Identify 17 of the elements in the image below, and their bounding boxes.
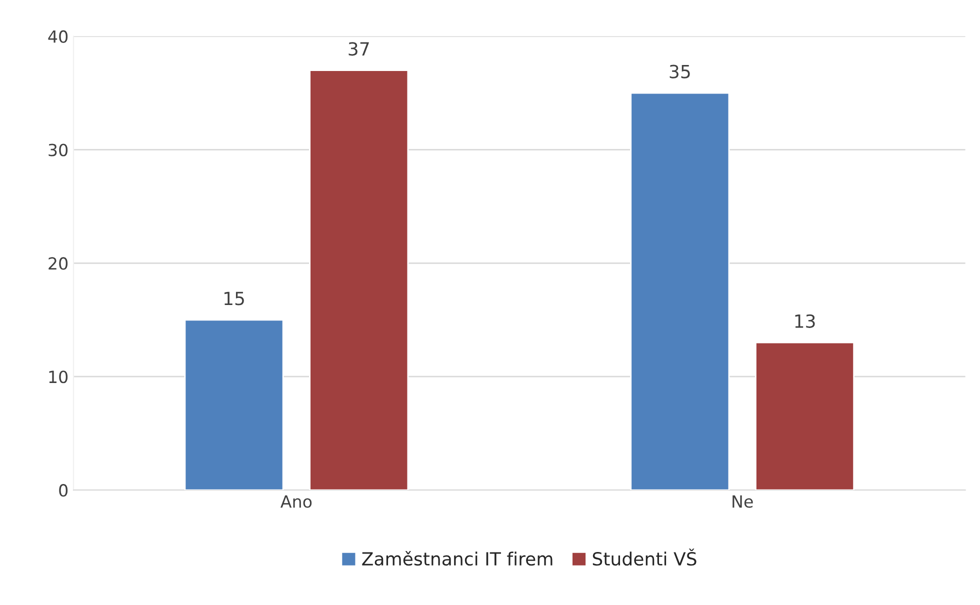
data-label: 15 xyxy=(224,292,244,306)
data-label: 37 xyxy=(348,42,369,56)
bar xyxy=(755,342,855,490)
y-tick-label: 20 xyxy=(48,257,68,270)
legend-label: Studenti VŠ xyxy=(592,548,696,566)
x-tick-label: Ne xyxy=(732,495,753,508)
bar xyxy=(309,70,409,490)
legend-label: Zaměstnanci IT firem xyxy=(362,550,552,566)
data-label: 13 xyxy=(795,314,815,328)
y-tick-label: 0 xyxy=(59,484,68,497)
y-tick-label: 10 xyxy=(49,370,68,384)
y-tick-label: 30 xyxy=(48,144,68,156)
bar xyxy=(630,92,730,490)
y-tick-label: 40 xyxy=(48,30,68,43)
bar xyxy=(184,319,284,490)
data-label: 35 xyxy=(670,64,690,78)
x-tick-label: Ano xyxy=(280,495,312,508)
